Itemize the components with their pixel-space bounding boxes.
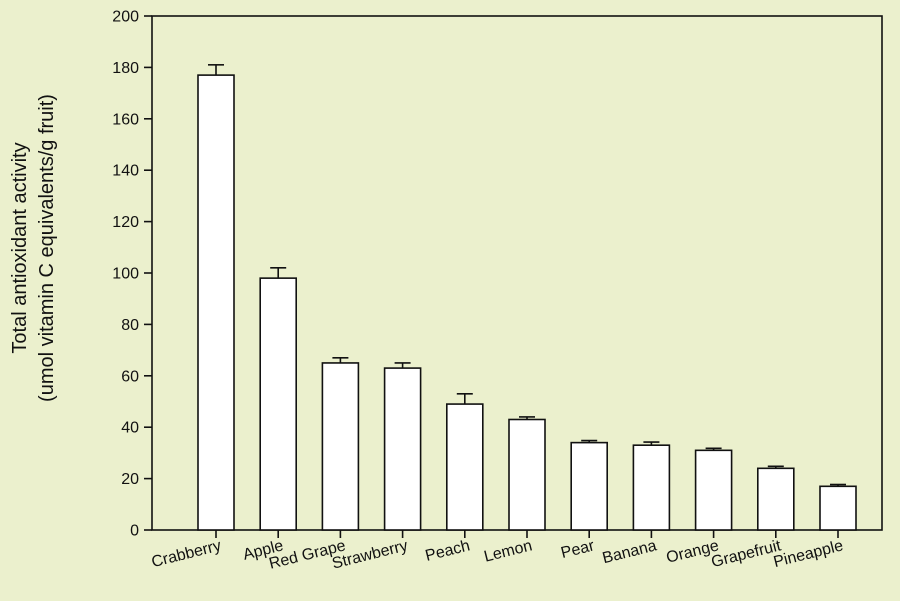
y-axis-title-line2: (umol vitamin C equivalents/g fruit) <box>36 94 58 402</box>
y-tick-label: 200 <box>112 9 139 26</box>
y-tick-label: 40 <box>121 420 139 437</box>
y-tick-label: 20 <box>121 471 139 488</box>
bars <box>197 64 857 531</box>
y-tick-label: 0 <box>130 523 139 540</box>
y-tick-label: 160 <box>112 111 139 128</box>
bar <box>383 367 422 531</box>
x-tick-label: Lemon <box>482 537 534 565</box>
bar <box>197 74 235 531</box>
y-axis-title: Total antioxidant activity (umol vitamin… <box>9 94 58 402</box>
bar <box>632 444 671 531</box>
bar <box>756 467 795 531</box>
bar <box>445 403 484 531</box>
bar <box>259 277 298 531</box>
bar <box>508 418 546 531</box>
y-tick-label: 140 <box>112 163 139 180</box>
y-axis-title-line1: Total antioxidant activity <box>9 142 31 353</box>
y-tick-label: 60 <box>121 368 139 385</box>
x-tick-label: Pineapple <box>772 537 845 571</box>
y-tick-label: 100 <box>112 266 139 283</box>
x-tick-label: Banana <box>601 537 659 567</box>
bar <box>321 362 360 531</box>
y-tick-label: 80 <box>121 317 139 334</box>
bar <box>819 485 857 531</box>
bar <box>570 441 609 531</box>
y-tick-label: 180 <box>112 60 139 77</box>
y-axis-ticks: 0 20 40 60 80 100 120 140 160 180 200 <box>112 9 152 540</box>
y-tick-label: 120 <box>112 214 139 231</box>
x-tick-label: Peach <box>424 537 472 564</box>
bar <box>694 449 733 531</box>
x-tick-label: Crabberry <box>150 537 223 571</box>
x-tick-label: Pear <box>559 537 597 562</box>
